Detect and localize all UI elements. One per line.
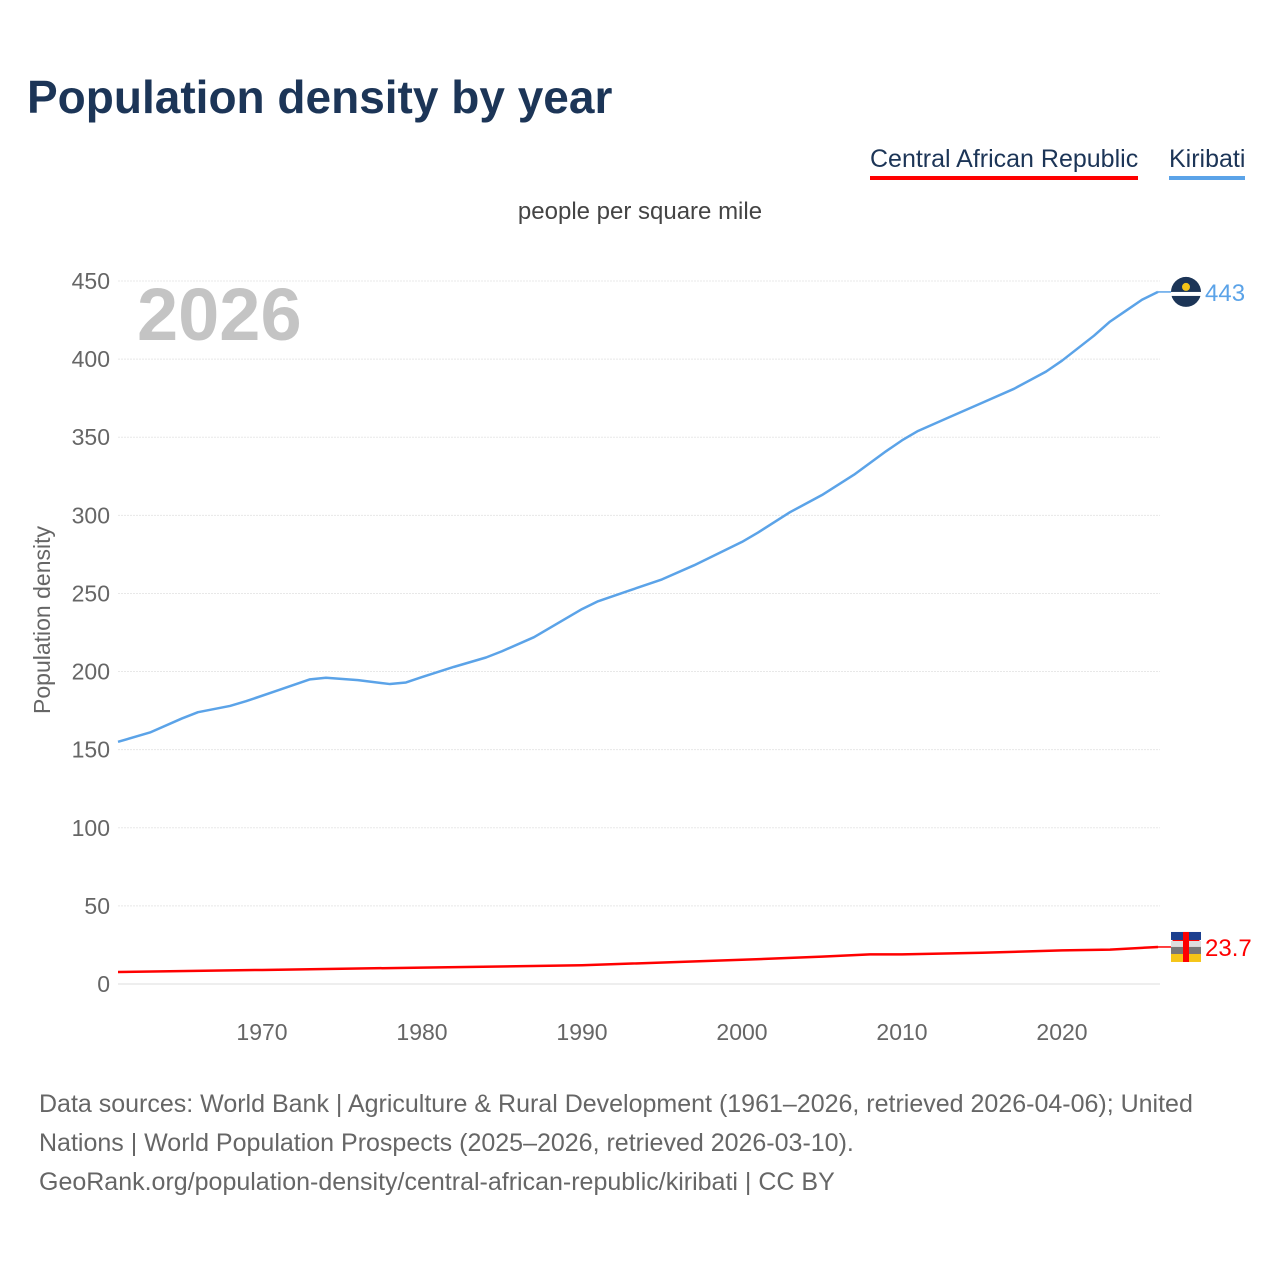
series-line-kiribati [117, 290, 1159, 744]
end-value-label: 23.7 [1205, 935, 1252, 962]
y-tick-label: 300 [72, 502, 110, 528]
y-axis-label: Population density [29, 526, 55, 714]
footer-line-1: Data sources: World Bank | Agriculture &… [39, 1090, 1193, 1157]
series-line-central-african-republic [117, 945, 1159, 974]
y-tick-label: 400 [72, 346, 110, 372]
y-tick-label: 200 [72, 659, 110, 685]
y-tick-label: 250 [72, 580, 110, 606]
y-tick-label: 350 [72, 424, 110, 450]
flag-sun [1182, 282, 1190, 291]
x-tick-label: 2010 [876, 1019, 927, 1045]
x-tick-label: 1980 [396, 1019, 447, 1045]
x-tick-label: 1990 [556, 1019, 607, 1045]
y-tick-label: 0 [97, 971, 110, 997]
flag-wave [1171, 291, 1201, 296]
footer-line-2[interactable]: GeoRank.org/population-density/central-a… [39, 1168, 835, 1196]
page-title: Population density by year [27, 71, 613, 123]
x-tick-label: 1970 [236, 1019, 287, 1045]
legend-item-kiribati[interactable]: Kiribati [1169, 145, 1246, 180]
legend-item-central-african-republic[interactable]: Central African Republic [870, 145, 1139, 180]
year-watermark: 2026 [137, 273, 302, 356]
x-tick-label: 2020 [1036, 1019, 1087, 1045]
y-tick-label: 100 [72, 815, 110, 841]
end-value-label: 443 [1205, 280, 1245, 307]
flag-stripe [1183, 931, 1189, 962]
y-tick-label: 50 [84, 893, 110, 919]
x-tick-label: 2000 [716, 1019, 767, 1045]
y-tick-label: 450 [72, 268, 110, 294]
chart-subtitle: people per square mile [517, 198, 763, 225]
y-tick-label: 150 [72, 737, 110, 763]
footer-sources: Data sources: World Bank | Agriculture &… [39, 1085, 1249, 1202]
